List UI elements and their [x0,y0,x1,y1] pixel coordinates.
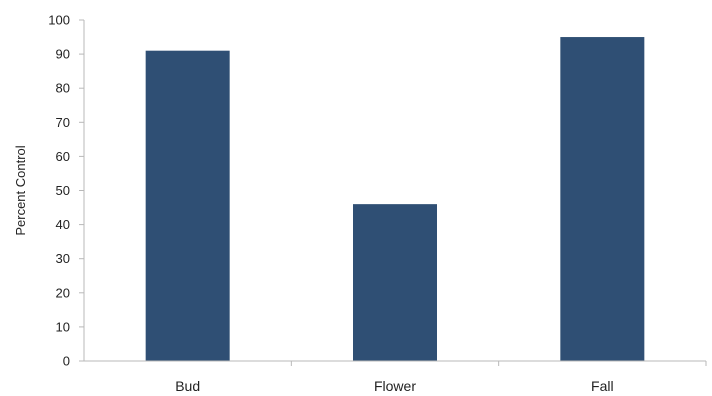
y-tick-label: 50 [56,183,70,198]
x-category-label: Flower [374,378,416,394]
y-tick-label: 90 [56,47,70,62]
y-tick-label: 40 [56,217,70,232]
y-tick-label: 100 [48,13,70,28]
bar-bud [145,50,230,361]
bar-flower [353,204,437,361]
x-category-label: Fall [591,378,614,394]
y-tick-label: 60 [56,149,70,164]
y-tick-label: 10 [56,319,70,334]
y-tick-label: 20 [56,285,70,300]
y-axis-ticks: 0 10 20 30 40 50 60 70 80 90 100 [48,13,84,369]
y-axis-title: Percent Control [13,145,28,235]
y-tick-label: 70 [56,115,70,130]
y-tick-label: 30 [56,251,70,266]
bar-fall [560,37,645,362]
bars [145,37,645,362]
x-axis-labels: Bud Flower Fall [175,361,707,394]
y-tick-label: 0 [63,354,70,369]
x-category-label: Bud [175,378,200,394]
y-tick-label: 80 [56,81,70,96]
